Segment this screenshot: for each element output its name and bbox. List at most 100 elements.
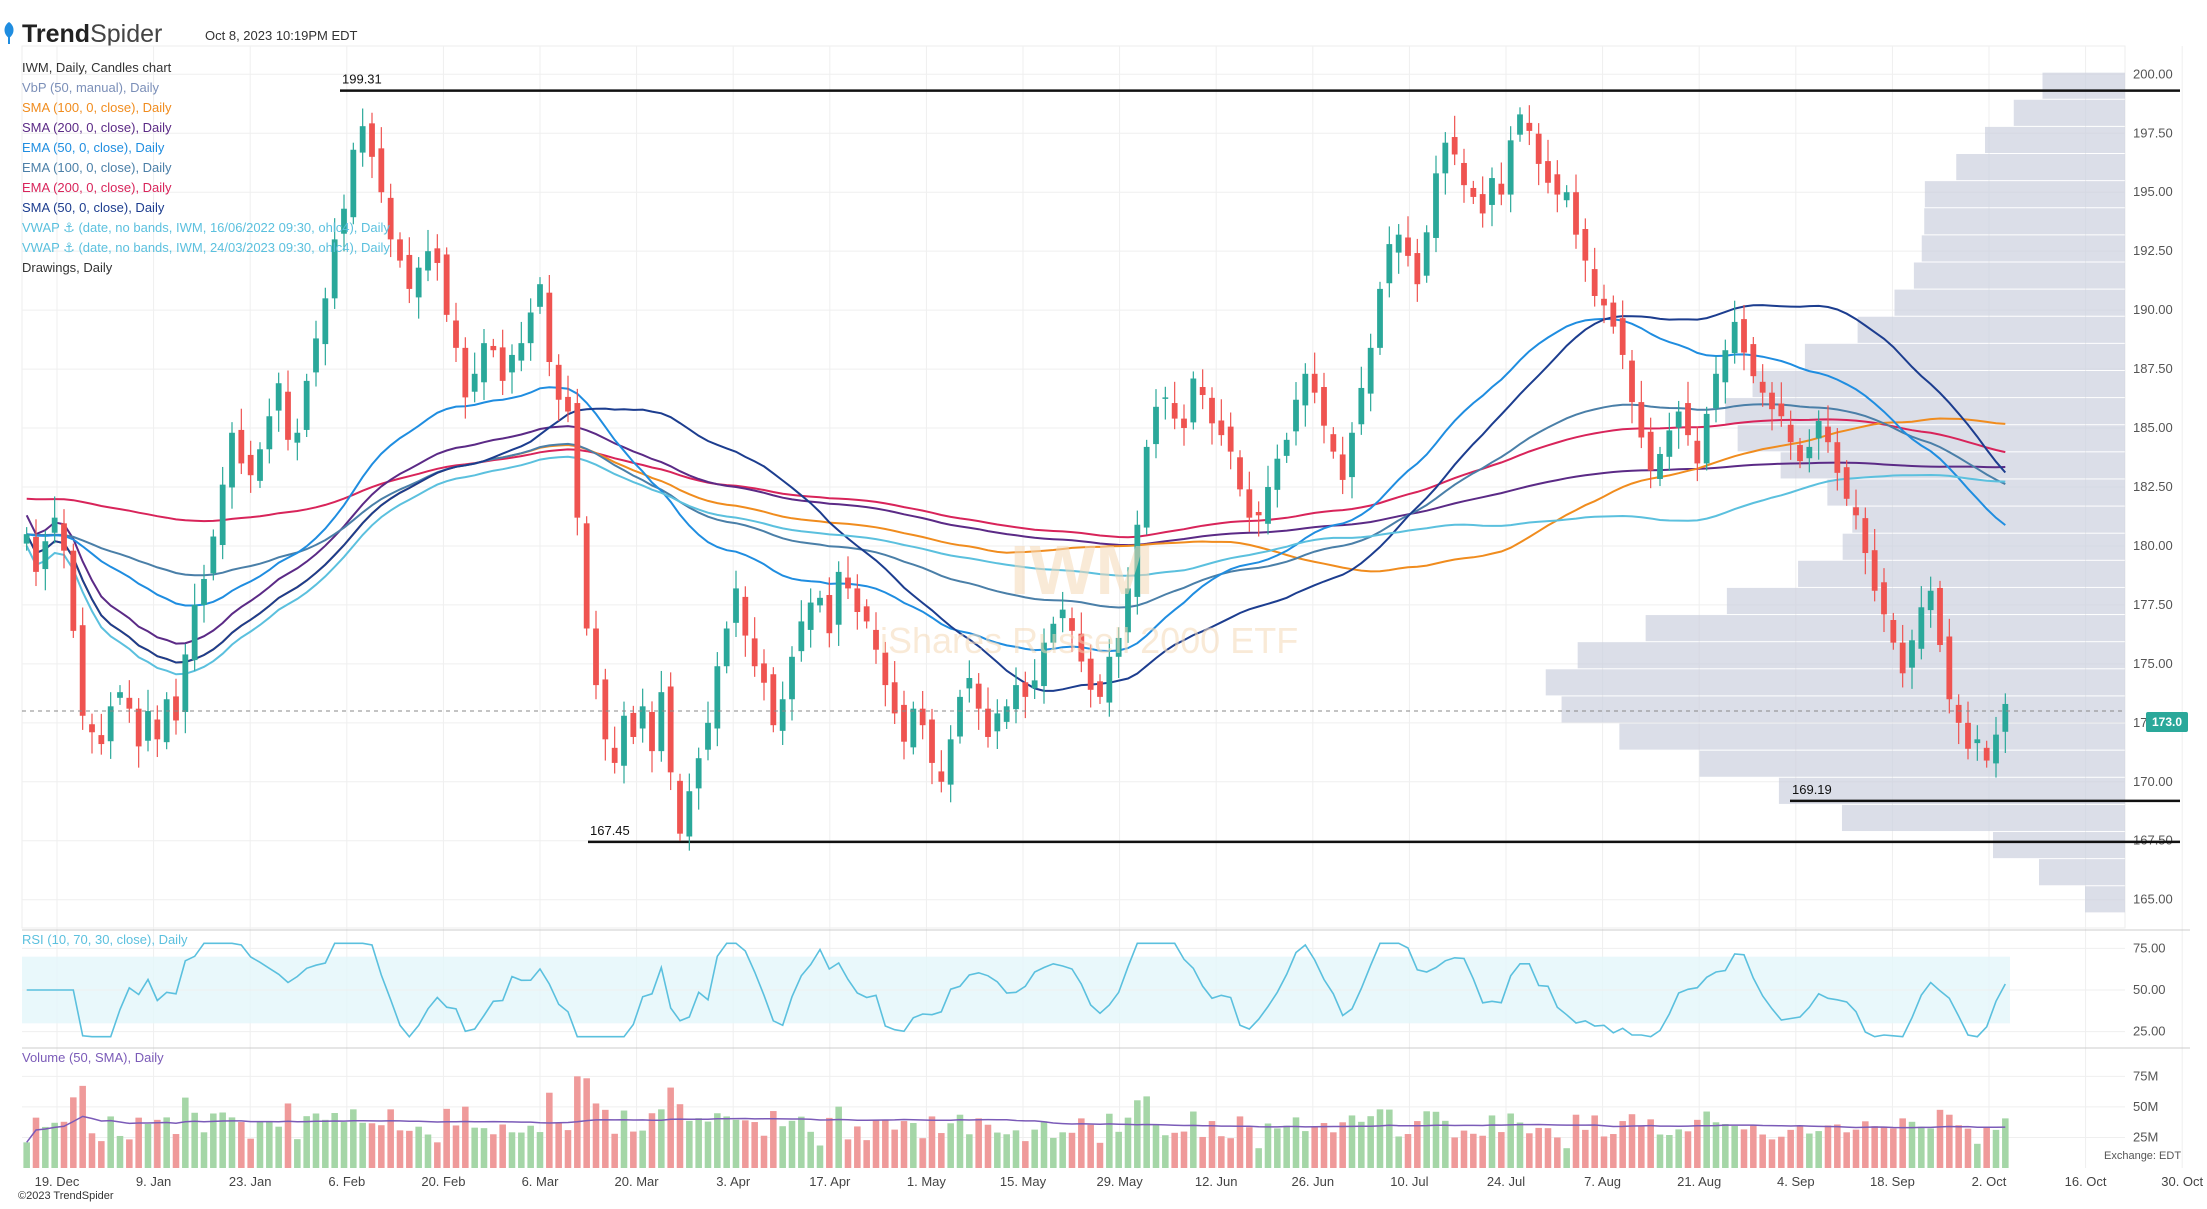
volume-bar xyxy=(1983,1127,1990,1168)
volume-bar xyxy=(1507,1113,1514,1168)
volume-bar xyxy=(844,1139,852,1168)
candle-body xyxy=(1442,142,1449,174)
volume-bar xyxy=(1731,1125,1738,1168)
legend-item[interactable]: SMA (200, 0, close), Daily xyxy=(22,120,172,135)
candle-body xyxy=(583,523,590,629)
volume-bar xyxy=(1694,1119,1701,1168)
candle-body xyxy=(1871,550,1878,591)
candle-body xyxy=(1237,457,1243,490)
candle-body xyxy=(705,722,711,750)
volume-bar xyxy=(1479,1135,1486,1168)
volume-bar xyxy=(928,1116,936,1168)
volume-by-price-bar xyxy=(1737,425,2125,452)
volume-bar xyxy=(396,1130,404,1168)
legend-item[interactable]: VWAP ⚓ (date, no bands, IWM, 16/06/2022 … xyxy=(22,220,390,235)
x-tick-label: 20. Mar xyxy=(615,1174,660,1189)
candle-body xyxy=(1367,347,1374,394)
candle-body xyxy=(938,771,945,782)
app-logo: TrendSpider xyxy=(22,20,162,49)
volume-bar xyxy=(98,1141,105,1168)
volume-bar xyxy=(807,1131,814,1168)
volume-bar xyxy=(1806,1133,1813,1168)
volume-bar xyxy=(1880,1126,1888,1168)
candle-body xyxy=(1311,373,1318,393)
x-tick-label: 29. May xyxy=(1096,1174,1143,1189)
volume-bar xyxy=(1656,1134,1664,1168)
volume-pane-title[interactable]: Volume (50, SMA), Daily xyxy=(22,1050,164,1065)
candle-body xyxy=(1909,640,1915,668)
volume-bar xyxy=(518,1132,525,1168)
candle-body xyxy=(1069,618,1075,631)
legend-item[interactable]: VbP (50, manual), Daily xyxy=(22,80,160,95)
logo-text-bold: Trend xyxy=(22,20,91,48)
volume-bar xyxy=(1087,1124,1094,1168)
vwap-line xyxy=(25,455,2006,676)
chart-title[interactable]: IWM, Daily, Candles chart xyxy=(22,60,172,75)
x-tick-label: 9. Jan xyxy=(136,1174,171,1189)
volume-bar xyxy=(1208,1121,1216,1168)
volume-bar xyxy=(732,1119,740,1168)
legend-item[interactable]: VWAP ⚓ (date, no bands, IWM, 24/03/2023 … xyxy=(22,240,390,255)
volume-by-price-bar xyxy=(1619,723,2125,750)
volume-bar xyxy=(1890,1128,1897,1168)
volume-bar xyxy=(126,1139,133,1168)
legend-item[interactable]: EMA (200, 0, close), Daily xyxy=(22,180,172,195)
candle-body xyxy=(1535,133,1542,164)
candle-body xyxy=(761,663,767,683)
rsi-pane-title[interactable]: RSI (10, 70, 30, close), Daily xyxy=(22,932,188,947)
volume-bar xyxy=(1227,1138,1234,1168)
legend-item[interactable]: EMA (50, 0, close), Daily xyxy=(22,140,165,155)
candle-body xyxy=(266,416,273,450)
volume-bar xyxy=(508,1132,516,1168)
volume-bar xyxy=(1638,1126,1645,1168)
volume-by-price-bar xyxy=(1857,316,2125,343)
candle-body xyxy=(1834,442,1841,473)
candle-body xyxy=(1330,434,1337,452)
volume-bar xyxy=(23,1142,30,1168)
candle-body xyxy=(947,739,954,785)
volume-bar xyxy=(172,1134,180,1168)
volume-bar xyxy=(1992,1129,2000,1168)
volume-bar xyxy=(1152,1124,1160,1168)
y-tick-label: 180.00 xyxy=(2133,538,2173,553)
candle-body xyxy=(779,699,786,731)
volume-bar xyxy=(135,1117,142,1168)
candle-body xyxy=(1769,392,1775,410)
legend-item[interactable]: SMA (100, 0, close), Daily xyxy=(22,100,172,115)
candle-body xyxy=(845,577,851,589)
volume-bar xyxy=(1955,1125,1962,1168)
legend-item[interactable]: Drawings, Daily xyxy=(22,260,113,275)
copyright: ©2023 TrendSpider xyxy=(18,1190,114,1202)
candle-body xyxy=(1563,192,1570,201)
volume-bar xyxy=(331,1113,338,1168)
volume-bar xyxy=(816,1145,824,1168)
volume-bar xyxy=(1059,1132,1066,1168)
volume-by-price-bar xyxy=(1842,533,2125,560)
legend-item[interactable]: EMA (100, 0, close), Daily xyxy=(22,160,172,175)
volume-by-price-bar xyxy=(2013,99,2125,126)
volume-bar xyxy=(452,1125,460,1168)
candle-body xyxy=(1078,633,1085,662)
legend-item[interactable]: SMA (50, 0, close), Daily xyxy=(22,200,165,215)
horizontal-level-label: 167.45 xyxy=(590,823,630,838)
volume-bar xyxy=(1600,1136,1608,1168)
candle-body xyxy=(1825,426,1831,443)
candle-body xyxy=(42,541,49,570)
candle-body xyxy=(1377,288,1383,348)
volume-bar xyxy=(1563,1148,1570,1168)
volume-bar xyxy=(60,1121,68,1168)
volume-bar xyxy=(1740,1129,1748,1168)
volume-bar xyxy=(1180,1131,1188,1168)
candle-body xyxy=(1246,489,1253,518)
candle-body xyxy=(154,719,161,740)
candle-body xyxy=(163,699,170,743)
volume-bar xyxy=(1759,1134,1766,1168)
volume-bar xyxy=(564,1130,572,1168)
volume-bar xyxy=(527,1125,534,1168)
x-tick-label: 23. Jan xyxy=(229,1174,272,1189)
volume-bar xyxy=(1068,1132,1076,1168)
volume-bar xyxy=(536,1132,544,1168)
sma-200-line xyxy=(25,425,2006,645)
volume-bar xyxy=(1516,1122,1524,1168)
